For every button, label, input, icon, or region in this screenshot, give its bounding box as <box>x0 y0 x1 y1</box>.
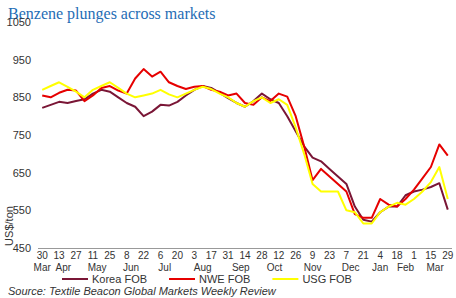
legend-label: Korea FOB <box>92 273 147 285</box>
y-tick-label: 850 <box>13 91 31 103</box>
x-tick-label: 22 <box>138 250 150 261</box>
series-line <box>42 82 448 223</box>
x-tick-label: 30 <box>37 250 49 261</box>
legend-swatch <box>169 278 195 280</box>
month-label: Nov <box>304 262 322 273</box>
x-tick-label: 15 <box>425 250 437 261</box>
plot-area <box>42 69 448 223</box>
source: Source: Textile Beacon Global Markets We… <box>8 285 277 297</box>
x-tick-label: 21 <box>358 250 370 261</box>
month-label: Jul <box>158 262 171 273</box>
chart: Benzene plunges across markets 450 550 650 7… <box>0 0 456 298</box>
series-line <box>42 69 448 218</box>
x-tick-label: 27 <box>70 250 82 261</box>
x-tick-label: 1 <box>411 250 417 261</box>
month-label: Jun <box>123 262 139 273</box>
y-tick-label: 750 <box>13 129 31 141</box>
x-tick-label: 13 <box>54 250 66 261</box>
x-axis-line <box>38 248 452 249</box>
month-label: Mar <box>34 262 52 273</box>
x-tick-label: 23 <box>324 250 336 261</box>
x-tick-label: 6 <box>158 250 164 261</box>
legend-swatch <box>272 278 298 280</box>
y-axis-label: US$/ton <box>3 206 15 246</box>
x-tick-label: 9 <box>310 250 316 261</box>
x-tick-label: 18 <box>392 250 404 261</box>
x-tick-label: 25 <box>104 250 116 261</box>
title: Benzene plunges across markets <box>8 5 215 23</box>
month-label: Apr <box>56 262 72 273</box>
month-label: Mar <box>426 262 444 273</box>
x-tick-label: 29 <box>442 250 454 261</box>
x-tick-label: 12 <box>273 250 285 261</box>
month-label: Oct <box>267 262 283 273</box>
x-tick-label: 4 <box>377 250 383 261</box>
x-tick-label: 26 <box>290 250 302 261</box>
x-tick-label: 7 <box>344 250 350 261</box>
y-tick-label: 950 <box>13 54 31 66</box>
x-tick-label: 11 <box>88 250 99 261</box>
month-label: Feb <box>397 262 415 273</box>
x-tick-label: 17 <box>206 250 218 261</box>
x-tick-label: 20 <box>172 250 184 261</box>
x-tick-label: 14 <box>239 250 251 261</box>
month-label: Jan <box>372 262 388 273</box>
legend-swatch <box>62 278 88 280</box>
x-tick-label: 31 <box>223 250 235 261</box>
y-tick-label: 650 <box>13 167 31 179</box>
month-label: Dec <box>342 262 360 273</box>
y-tick-label: 550 <box>13 204 31 216</box>
month-label: Sep <box>232 262 250 273</box>
x-tick-label: 3 <box>192 250 198 261</box>
legend-label: NWE FOB <box>199 273 250 285</box>
y-tick-label: 450 <box>13 242 31 254</box>
month-label: May <box>88 262 107 273</box>
x-tick-label: 28 <box>256 250 268 261</box>
month-label: Aug <box>194 262 212 273</box>
x-tick-label: 8 <box>124 250 130 261</box>
legend-label: USG FOB <box>302 273 352 285</box>
legend: Korea FOB NWE FOB USG FOB <box>62 273 352 285</box>
y-tick-label: 1050 <box>7 16 31 28</box>
